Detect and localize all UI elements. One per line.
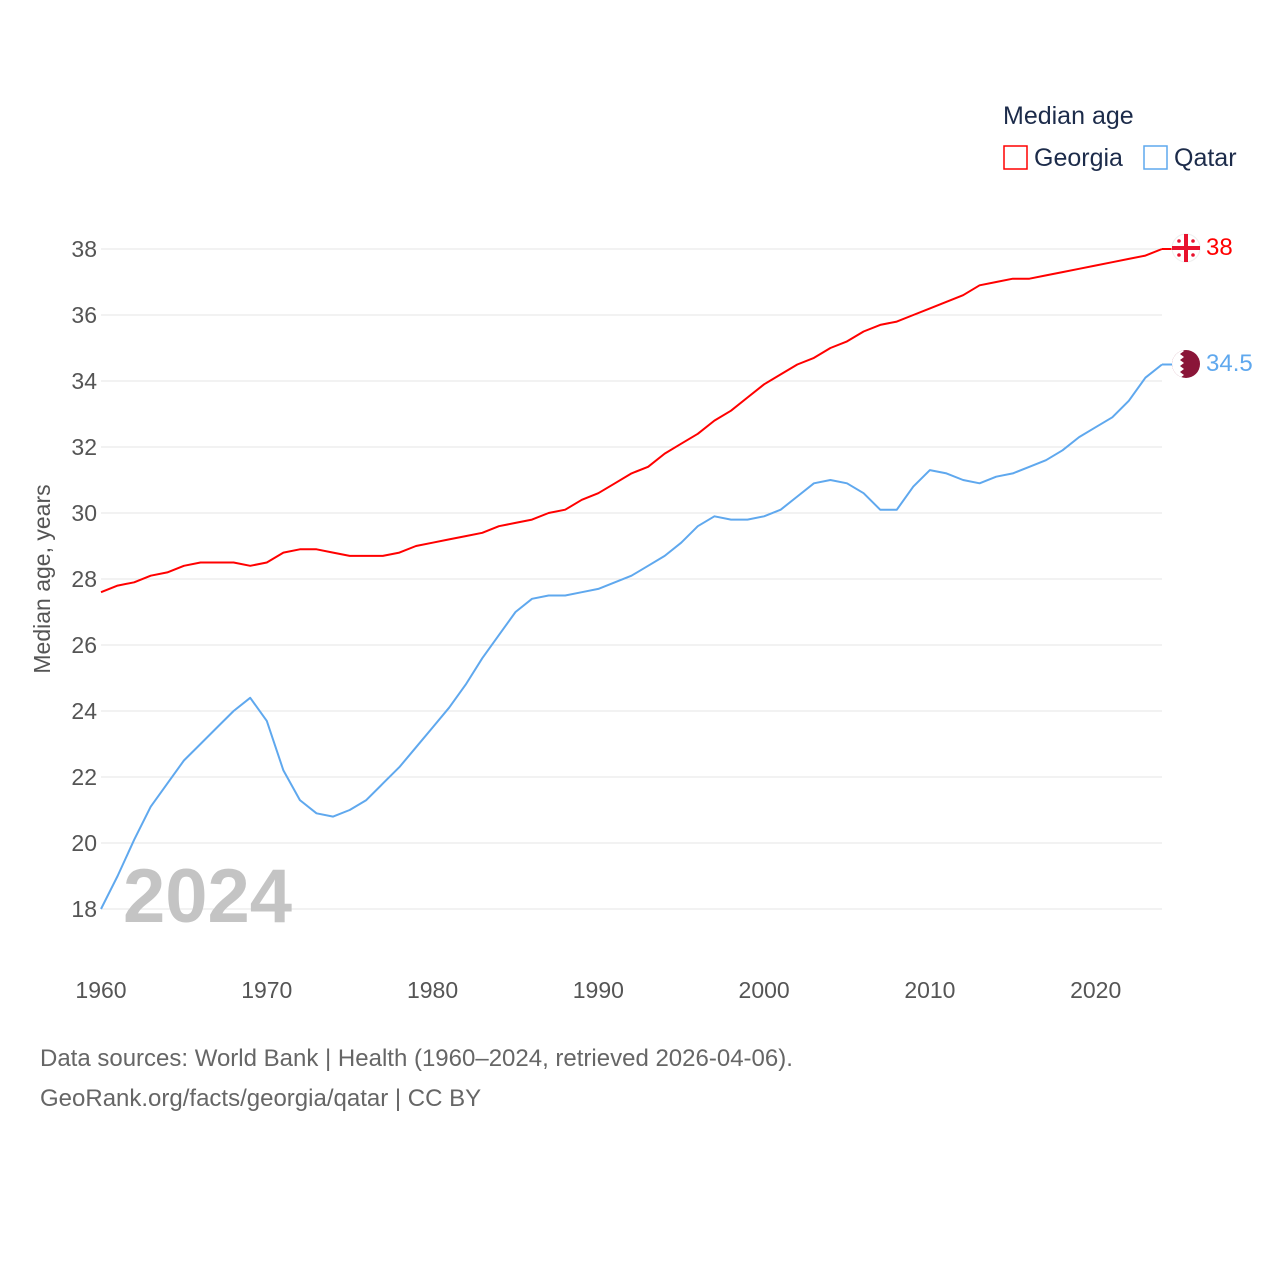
y-tick-label: 22 xyxy=(71,764,97,790)
legend-item-qatar[interactable]: Qatar xyxy=(1143,144,1237,172)
y-tick-label: 24 xyxy=(71,698,97,724)
legend-swatch-georgia xyxy=(1003,145,1028,170)
y-tick-label: 28 xyxy=(71,566,97,592)
y-tick-label: 26 xyxy=(71,632,97,658)
x-tick-label: 2000 xyxy=(739,977,790,1003)
series-line-qatar xyxy=(100,363,1163,910)
x-tick-label: 2010 xyxy=(904,977,955,1003)
legend-title: Median age xyxy=(1003,102,1134,130)
x-tick-label: 1960 xyxy=(75,977,126,1003)
x-tick-label: 1970 xyxy=(241,977,292,1003)
legend-item-georgia[interactable]: Georgia xyxy=(1003,144,1123,172)
x-tick-label: 1980 xyxy=(407,977,458,1003)
footer-link[interactable]: GeoRank.org/facts/georgia/qatar | CC BY xyxy=(40,1085,482,1112)
x-tick-label: 2020 xyxy=(1070,977,1121,1003)
y-tick-label: 32 xyxy=(71,434,97,460)
y-tick-label: 20 xyxy=(71,830,97,856)
georgia-end-label: 38 xyxy=(1206,234,1233,261)
qatar-flag-icon xyxy=(1172,350,1200,378)
y-axis-label: Median age, years xyxy=(29,484,55,673)
y-tick-label: 38 xyxy=(71,236,97,262)
series-line-georgia xyxy=(100,248,1163,594)
footer-sources: Data sources: World Bank | Health (1960–… xyxy=(40,1045,793,1072)
year-watermark: 2024 xyxy=(123,854,292,939)
x-tick-label: 1990 xyxy=(573,977,624,1003)
y-tick-label: 18 xyxy=(71,896,97,922)
y-tick-label: 30 xyxy=(71,500,97,526)
georgia-flag-icon xyxy=(1171,233,1201,263)
legend-label-qatar: Qatar xyxy=(1174,144,1237,172)
qatar-end-label: 34.5 xyxy=(1206,350,1253,377)
legend-label-georgia: Georgia xyxy=(1034,144,1123,172)
y-tick-label: 36 xyxy=(71,302,97,328)
y-tick-label: 34 xyxy=(71,368,97,394)
legend-swatch-qatar xyxy=(1143,145,1168,170)
